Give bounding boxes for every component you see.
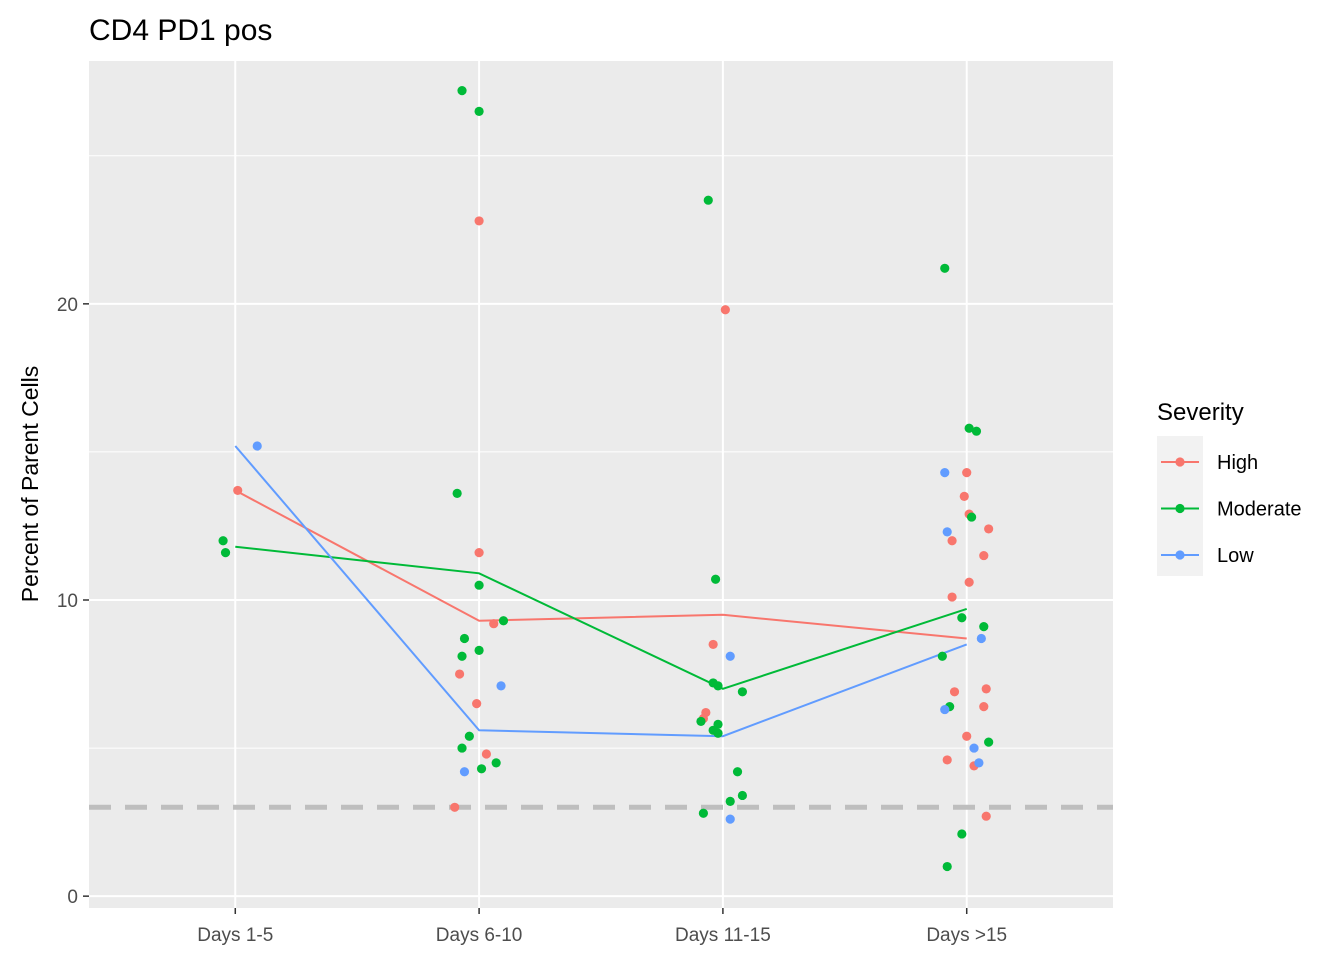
data-point-moderate (737, 687, 748, 697)
data-point-high (472, 699, 482, 709)
legend-key-point-low (1175, 550, 1185, 560)
data-point-moderate (218, 536, 228, 546)
data-point-moderate (966, 512, 977, 522)
axes: 0 10 20 Days 1-5 Days 6-10 Days 11-15 Days >15 (57, 295, 1007, 946)
data-point-moderate (474, 580, 484, 590)
legend-key-point-high (1175, 457, 1185, 467)
data-point-high (450, 802, 460, 812)
data-point-moderate (459, 633, 470, 644)
data-point-moderate (474, 645, 484, 655)
data-point-high (962, 731, 972, 741)
data-point-high (474, 216, 484, 226)
x-tick-label: Days 6-10 (436, 925, 523, 946)
data-point-high (949, 687, 960, 697)
data-point-moderate (957, 829, 967, 839)
data-point-moderate (457, 743, 467, 753)
data-point-high (474, 548, 484, 558)
mean-line-high (234, 489, 967, 640)
data-point-moderate (498, 616, 509, 626)
data-point-moderate (474, 106, 484, 116)
data-point-low (940, 468, 950, 478)
minor-gridlines (89, 155, 1113, 749)
data-point-moderate (737, 790, 748, 801)
data-point-low (725, 651, 735, 661)
data-point-high (481, 749, 492, 759)
data-point-high (981, 684, 991, 694)
data-point-moderate (964, 423, 974, 433)
x-tick-label: Days >15 (926, 925, 1007, 946)
data-point-moderate (732, 767, 743, 777)
data-point-low (725, 814, 735, 824)
data-point-high (708, 639, 718, 650)
data-point-low (496, 681, 506, 691)
data-point-moderate (725, 796, 735, 806)
data-point-moderate (696, 716, 706, 727)
legend-label-low: Low (1217, 545, 1254, 567)
data-point-low (459, 767, 470, 777)
data-point-moderate (476, 764, 487, 774)
data-point-moderate (937, 651, 947, 661)
data-point-high (984, 524, 994, 534)
mean-line-low (234, 445, 968, 738)
data-point-moderate (452, 488, 462, 498)
data-point-moderate (457, 86, 467, 96)
data-point-moderate (984, 737, 994, 747)
legend-title: Severity (1157, 399, 1244, 426)
data-point-low (976, 633, 986, 644)
plot-panel (89, 61, 1113, 908)
data-point-moderate (713, 681, 723, 691)
data-point-high (454, 669, 465, 679)
data-point-moderate (957, 613, 967, 623)
mean-line-moderate (235, 545, 968, 690)
data-point-low (252, 441, 262, 451)
x-tick-label: Days 11-15 (675, 925, 771, 946)
data-point-low (974, 758, 984, 768)
data-point-moderate (979, 622, 989, 632)
data-point-moderate (457, 651, 467, 661)
data-point-high (962, 468, 972, 478)
data-point-high (720, 305, 730, 315)
legend: Severity High Moderate Low (1157, 399, 1302, 576)
data-point-low (942, 527, 952, 537)
y-tick-label: 0 (67, 887, 78, 908)
data-point-moderate (713, 728, 723, 738)
mean-lines (234, 445, 968, 738)
data-point-high (979, 550, 989, 561)
data-point-high (964, 577, 974, 587)
legend-label-moderate: Moderate (1217, 499, 1302, 521)
data-point-moderate (940, 263, 950, 273)
data-points (218, 86, 994, 872)
data-point-moderate (710, 574, 721, 584)
data-point-moderate (703, 195, 713, 205)
data-point-high (959, 491, 969, 501)
data-point-high (942, 755, 952, 765)
data-point-moderate (971, 426, 982, 436)
chart-title: CD4 PD1 pos (89, 14, 272, 47)
data-point-moderate (464, 731, 474, 741)
legend-label-high: High (1217, 452, 1258, 474)
data-point-high (979, 702, 989, 712)
data-point-low (969, 743, 979, 753)
data-point-high (233, 485, 243, 496)
data-point-moderate (491, 758, 501, 768)
data-point-moderate (942, 861, 952, 872)
data-point-high (489, 619, 499, 629)
data-point-moderate (220, 548, 231, 558)
data-point-high (947, 592, 957, 602)
y-tick-label: 10 (57, 591, 78, 612)
legend-key-point-moderate (1175, 503, 1185, 514)
data-point-moderate (698, 808, 709, 818)
data-point-high (947, 536, 957, 546)
major-gridlines (89, 61, 1113, 908)
x-tick-label: Days 1-5 (197, 925, 273, 946)
data-point-high (981, 811, 991, 821)
y-tick-label: 20 (57, 295, 78, 316)
y-axis-title: Percent of Parent Cells (17, 366, 43, 603)
data-point-low (940, 704, 950, 715)
